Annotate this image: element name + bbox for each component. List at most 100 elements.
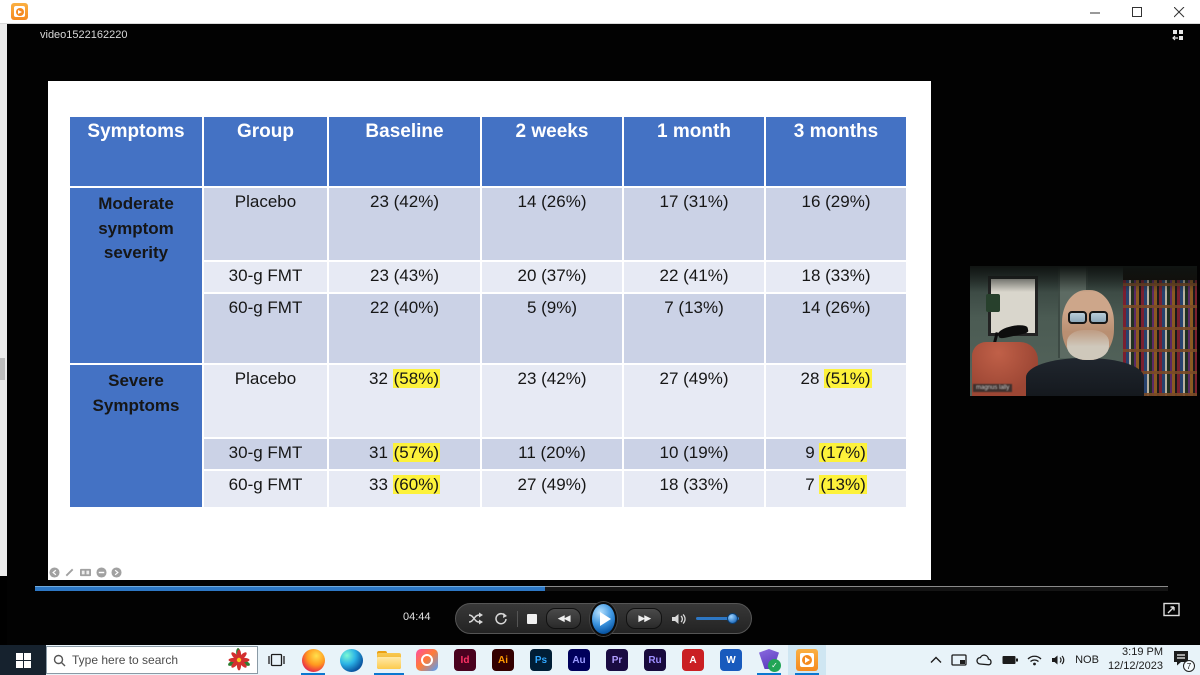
close-button[interactable]	[1158, 0, 1200, 24]
taskbar-app-illustrator[interactable]: Ai	[484, 645, 522, 675]
acrobat-icon: A	[682, 649, 704, 671]
webcam-picture-art	[986, 294, 1000, 312]
rush-icon: Ru	[644, 649, 666, 671]
value-cell: 16 (29%)	[764, 186, 908, 262]
taskbar-app-photoshop[interactable]: Ps	[522, 645, 560, 675]
clock-time: 3:19 PM	[1122, 646, 1163, 659]
search-box[interactable]: Type here to search	[46, 646, 258, 674]
value-cell: 23 (42%)	[327, 186, 482, 262]
taskbar-app-audition[interactable]: Au	[560, 645, 598, 675]
tray-volume-icon[interactable]	[1051, 654, 1066, 666]
value-cell: 31 (57%)	[327, 437, 482, 471]
rewind-button[interactable]: ◀◀	[545, 608, 582, 629]
taskbar-app-movies-tv[interactable]	[788, 645, 826, 675]
taskbar: Type here to search Id Ai Ps Au Pr Ru A W ✓ NOB …	[0, 645, 1200, 675]
slideshow-toolbar	[49, 567, 122, 578]
value-cell: 23 (42%)	[480, 363, 624, 439]
value-cell: 22 (41%)	[622, 260, 766, 294]
volume-knob[interactable]	[726, 613, 738, 624]
indesign-icon: Id	[454, 649, 476, 671]
mute-button[interactable]	[671, 612, 687, 626]
taskbar-app-rush[interactable]: Ru	[636, 645, 674, 675]
maximize-button[interactable]	[1116, 0, 1158, 24]
taskbar-app-acrobat[interactable]: A	[674, 645, 712, 675]
running-indicator	[757, 673, 781, 675]
group-cell: 30-g FMT	[202, 437, 329, 471]
stop-button[interactable]	[526, 613, 537, 624]
system-tray: NOB 3:19 PM 12/12/2023 7	[930, 645, 1200, 675]
taskbar-app-premiere[interactable]: Pr	[598, 645, 636, 675]
value-cell: 14 (26%)	[764, 292, 908, 365]
repeat-button[interactable]	[494, 612, 508, 626]
firefox-icon	[301, 648, 325, 672]
creative-cloud-icon	[416, 649, 438, 671]
pen-icon[interactable]	[64, 567, 75, 578]
taskbar-app-firefox[interactable]	[294, 645, 332, 675]
webcam-person-beard	[1067, 330, 1109, 360]
taskbar-app-creative-cloud[interactable]	[408, 645, 446, 675]
taskbar-app-edge[interactable]	[332, 645, 370, 675]
running-indicator	[301, 673, 325, 675]
prev-slide-icon[interactable]	[49, 567, 60, 578]
volume-slider[interactable]	[696, 613, 739, 624]
column-header-group: Group	[202, 115, 329, 188]
fast-forward-icon: ▶▶	[638, 613, 651, 624]
shuffle-button[interactable]	[468, 612, 485, 625]
group-cell: Placebo	[202, 186, 329, 262]
play-button[interactable]	[590, 601, 618, 636]
clock[interactable]: 3:19 PM 12/12/2023	[1108, 646, 1163, 674]
value-cell: 10 (19%)	[622, 437, 766, 471]
taskbar-app-check-app[interactable]: ✓	[750, 645, 788, 675]
next-slide-icon[interactable]	[111, 567, 122, 578]
highlighted-value: (13%)	[819, 475, 867, 494]
row-group-label: Severe Symptoms	[68, 363, 204, 509]
repeat-icon	[495, 612, 507, 624]
value-cell: 17 (31%)	[622, 186, 766, 262]
play-icon	[599, 611, 611, 626]
table-row: 30-g FMT 23 (43%) 20 (37%) 22 (41%) 18 (33%)	[69, 260, 908, 294]
desktop-edge-notch	[0, 358, 5, 380]
table-row: 30-g FMT 31 (57%) 11 (20%) 10 (19%) 9 (17%)	[69, 437, 908, 471]
tray-chevron-icon[interactable]	[930, 656, 942, 664]
search-icon	[53, 654, 66, 666]
minimize-button[interactable]	[1074, 0, 1116, 24]
webcam-overlay: magnus lally	[970, 266, 1197, 396]
window-titlebar[interactable]	[0, 0, 1200, 24]
desktop-edge	[0, 24, 7, 576]
video-player-area: video1522162220 Symptoms Group Baseline 2 w…	[7, 24, 1200, 645]
action-center-button[interactable]: 7	[1172, 650, 1195, 672]
start-button[interactable]	[0, 645, 46, 675]
audition-icon: Au	[568, 649, 590, 671]
taskbar-app-indesign[interactable]: Id	[446, 645, 484, 675]
value-cell: 7 (13%)	[764, 469, 908, 509]
group-cell: Placebo	[202, 363, 329, 439]
battery-icon[interactable]	[1002, 655, 1019, 665]
premiere-icon: Pr	[606, 649, 628, 671]
wifi-icon[interactable]	[1027, 655, 1042, 666]
mini-view-icon[interactable]	[1172, 29, 1186, 47]
fast-forward-button[interactable]: ▶▶	[626, 608, 663, 629]
notification-badge: 7	[1183, 660, 1195, 672]
see-all-slides-icon[interactable]	[79, 567, 92, 578]
value-cell: 9 (17%)	[764, 437, 908, 471]
onedrive-icon[interactable]	[976, 654, 993, 666]
seek-bar[interactable]	[35, 586, 1168, 591]
taskbar-app-explorer[interactable]	[370, 645, 408, 675]
windows-logo-icon	[15, 652, 31, 668]
options-icon[interactable]	[96, 567, 107, 578]
fullscreen-icon	[1163, 602, 1180, 617]
language-indicator[interactable]: NOB	[1075, 654, 1099, 666]
column-header-baseline: Baseline	[327, 115, 482, 188]
task-view-icon	[267, 653, 285, 667]
presentation-slide: Symptoms Group Baseline 2 weeks 1 month 3 mon…	[48, 81, 931, 580]
elapsed-time: 04:44	[403, 611, 431, 623]
fullscreen-button[interactable]	[1163, 602, 1180, 622]
value-cell: 20 (37%)	[480, 260, 624, 294]
controls-divider	[517, 610, 518, 627]
taskbar-app-word[interactable]: W	[712, 645, 750, 675]
task-view-button[interactable]	[258, 645, 294, 675]
edge-icon	[339, 648, 363, 672]
poinsettia-icon[interactable]	[227, 648, 251, 672]
column-header-2-weeks: 2 weeks	[480, 115, 624, 188]
tray-display-icon[interactable]	[951, 653, 967, 667]
